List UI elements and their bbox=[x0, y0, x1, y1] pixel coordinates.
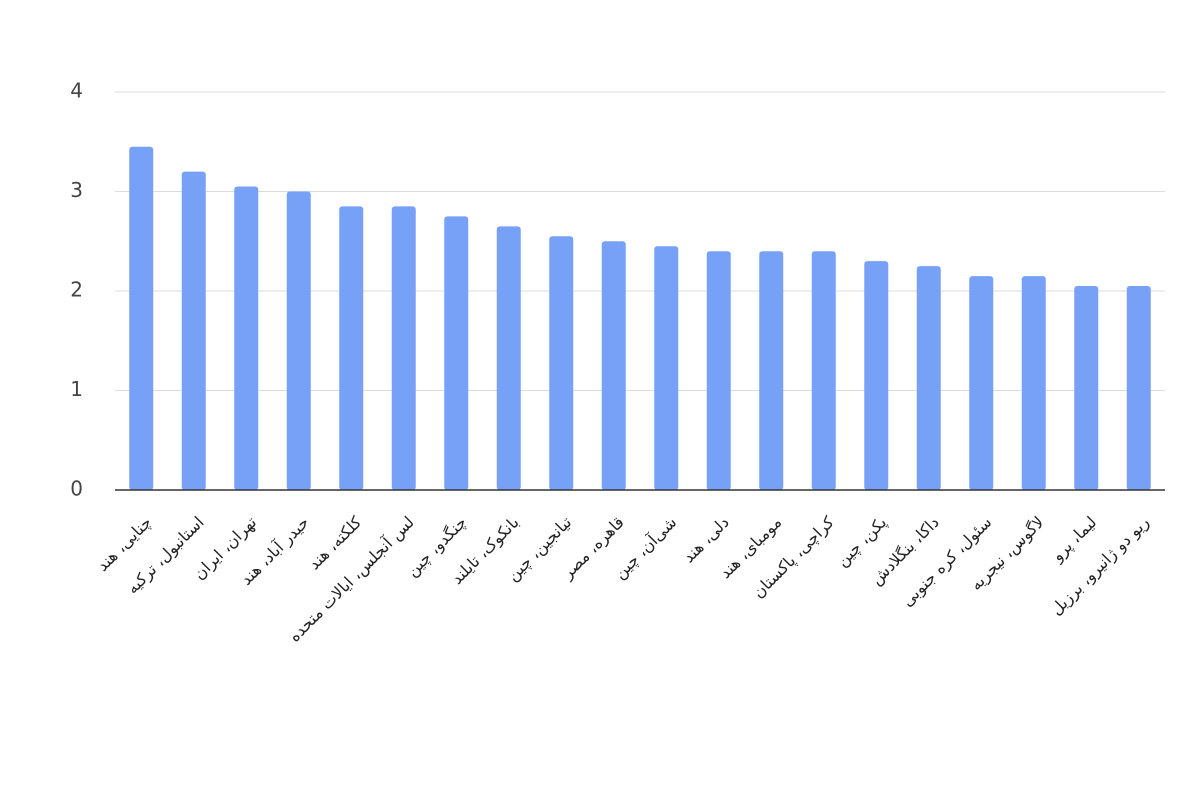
bar bbox=[181, 171, 206, 490]
bar bbox=[1126, 286, 1151, 490]
bar bbox=[391, 206, 416, 491]
y-tick-label: 3 bbox=[70, 178, 83, 202]
y-tick-label: 4 bbox=[70, 79, 83, 103]
bar bbox=[339, 206, 364, 491]
bar bbox=[811, 251, 836, 490]
y-tick-label: 2 bbox=[70, 278, 83, 302]
bar bbox=[654, 246, 679, 490]
bar bbox=[1021, 276, 1046, 490]
bar bbox=[549, 236, 574, 490]
bar bbox=[234, 186, 259, 490]
bar bbox=[706, 251, 731, 490]
y-tick-label: 0 bbox=[70, 477, 83, 501]
bar bbox=[759, 251, 784, 490]
bar bbox=[444, 216, 469, 490]
x-tick-label: ریو دو ژانیرو، برزیل bbox=[1046, 513, 1153, 620]
bar bbox=[129, 146, 154, 490]
bar bbox=[601, 241, 626, 490]
y-tick-label: 1 bbox=[70, 377, 83, 401]
bar bbox=[286, 191, 311, 490]
x-tick-label: سئول، کره جنوبی bbox=[898, 513, 996, 611]
bar bbox=[1074, 286, 1099, 490]
bar bbox=[969, 276, 994, 490]
bar bbox=[916, 266, 941, 490]
bar bbox=[496, 226, 521, 490]
bar bbox=[864, 261, 889, 490]
